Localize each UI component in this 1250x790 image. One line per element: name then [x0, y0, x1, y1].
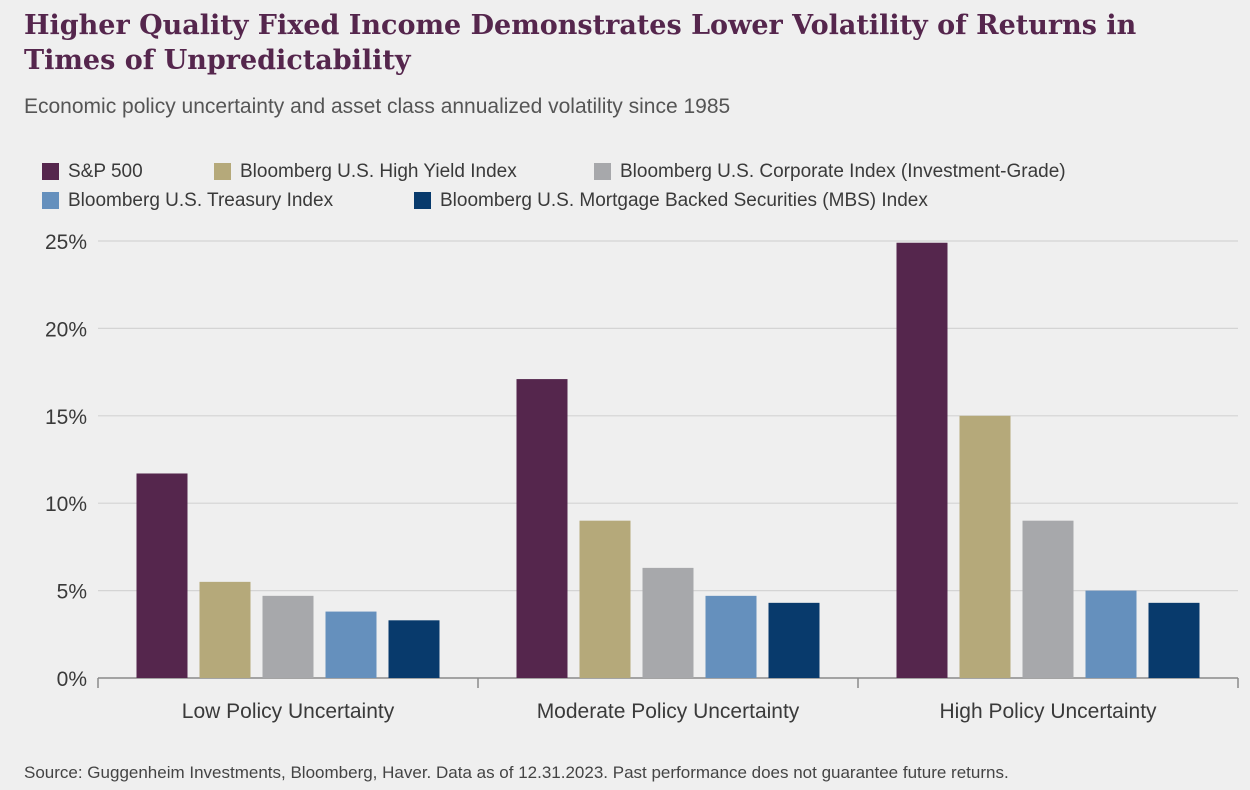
y-tick-label-25: 25%	[45, 231, 87, 254]
source-note: Source: Guggenheim Investments, Bloomber…	[24, 763, 1009, 782]
bar-2-2	[579, 520, 631, 678]
x-tick-label-1: Low Policy Uncertainty	[182, 700, 395, 723]
legend-swatch-mbs	[414, 192, 431, 209]
chart-title: Higher Quality Fixed Income Demonstrates…	[24, 10, 1137, 76]
legend-label-mbs: Bloomberg U.S. Mortgage Backed Securitie…	[440, 189, 928, 211]
bar-1-2	[199, 581, 251, 678]
bar-2-3	[642, 567, 694, 678]
bar-2-1	[516, 379, 568, 678]
legend-swatch-sp500	[42, 163, 59, 180]
legend-swatch-corporate	[594, 163, 611, 180]
bar-2-5	[768, 602, 820, 678]
bar-3-4	[1085, 590, 1137, 678]
x-tick-label-2: Moderate Policy Uncertainty	[537, 700, 800, 723]
y-tick-label-15: 15%	[45, 406, 87, 429]
legend-swatch-treasury	[42, 192, 59, 209]
legend-label-high-yield: Bloomberg U.S. High Yield Index	[240, 160, 517, 182]
bar-1-1	[136, 473, 188, 678]
bar-1-5	[388, 620, 440, 678]
legend-label-treasury: Bloomberg U.S. Treasury Index	[68, 189, 334, 211]
bar-3-2	[959, 415, 1011, 678]
bar-2-4	[705, 595, 757, 678]
chart-subtitle: Economic policy uncertainty and asset cl…	[24, 95, 731, 118]
legend-item-treasury: Bloomberg U.S. Treasury Index	[42, 190, 414, 212]
legend: S&P 500 Bloomberg U.S. High Yield Index …	[42, 157, 1192, 215]
bar-3-1	[896, 242, 948, 679]
legend-label-corporate: Bloomberg U.S. Corporate Index (Investme…	[620, 160, 1066, 182]
legend-item-high-yield: Bloomberg U.S. High Yield Index	[214, 161, 594, 183]
legend-row-2: Bloomberg U.S. Treasury Index Bloomberg …	[42, 186, 1192, 215]
legend-item-mbs: Bloomberg U.S. Mortgage Backed Securitie…	[414, 190, 928, 212]
legend-row-1: S&P 500 Bloomberg U.S. High Yield Index …	[42, 157, 1192, 186]
y-tick-label-0: 0%	[57, 668, 87, 691]
y-tick-label-20: 20%	[45, 318, 87, 341]
legend-item-sp500: S&P 500	[42, 161, 214, 183]
x-tick-label-3: High Policy Uncertainty	[939, 700, 1157, 723]
y-tick-label-5: 5%	[57, 581, 87, 604]
y-tick-label-10: 10%	[45, 493, 87, 516]
bar-3-5	[1148, 602, 1200, 678]
legend-item-corporate: Bloomberg U.S. Corporate Index (Investme…	[594, 161, 1066, 183]
bar-3-3	[1022, 520, 1074, 678]
legend-label-sp500: S&P 500	[68, 160, 143, 182]
bar-1-3	[262, 595, 314, 678]
bar-1-4	[325, 611, 377, 678]
legend-swatch-high-yield	[214, 163, 231, 180]
